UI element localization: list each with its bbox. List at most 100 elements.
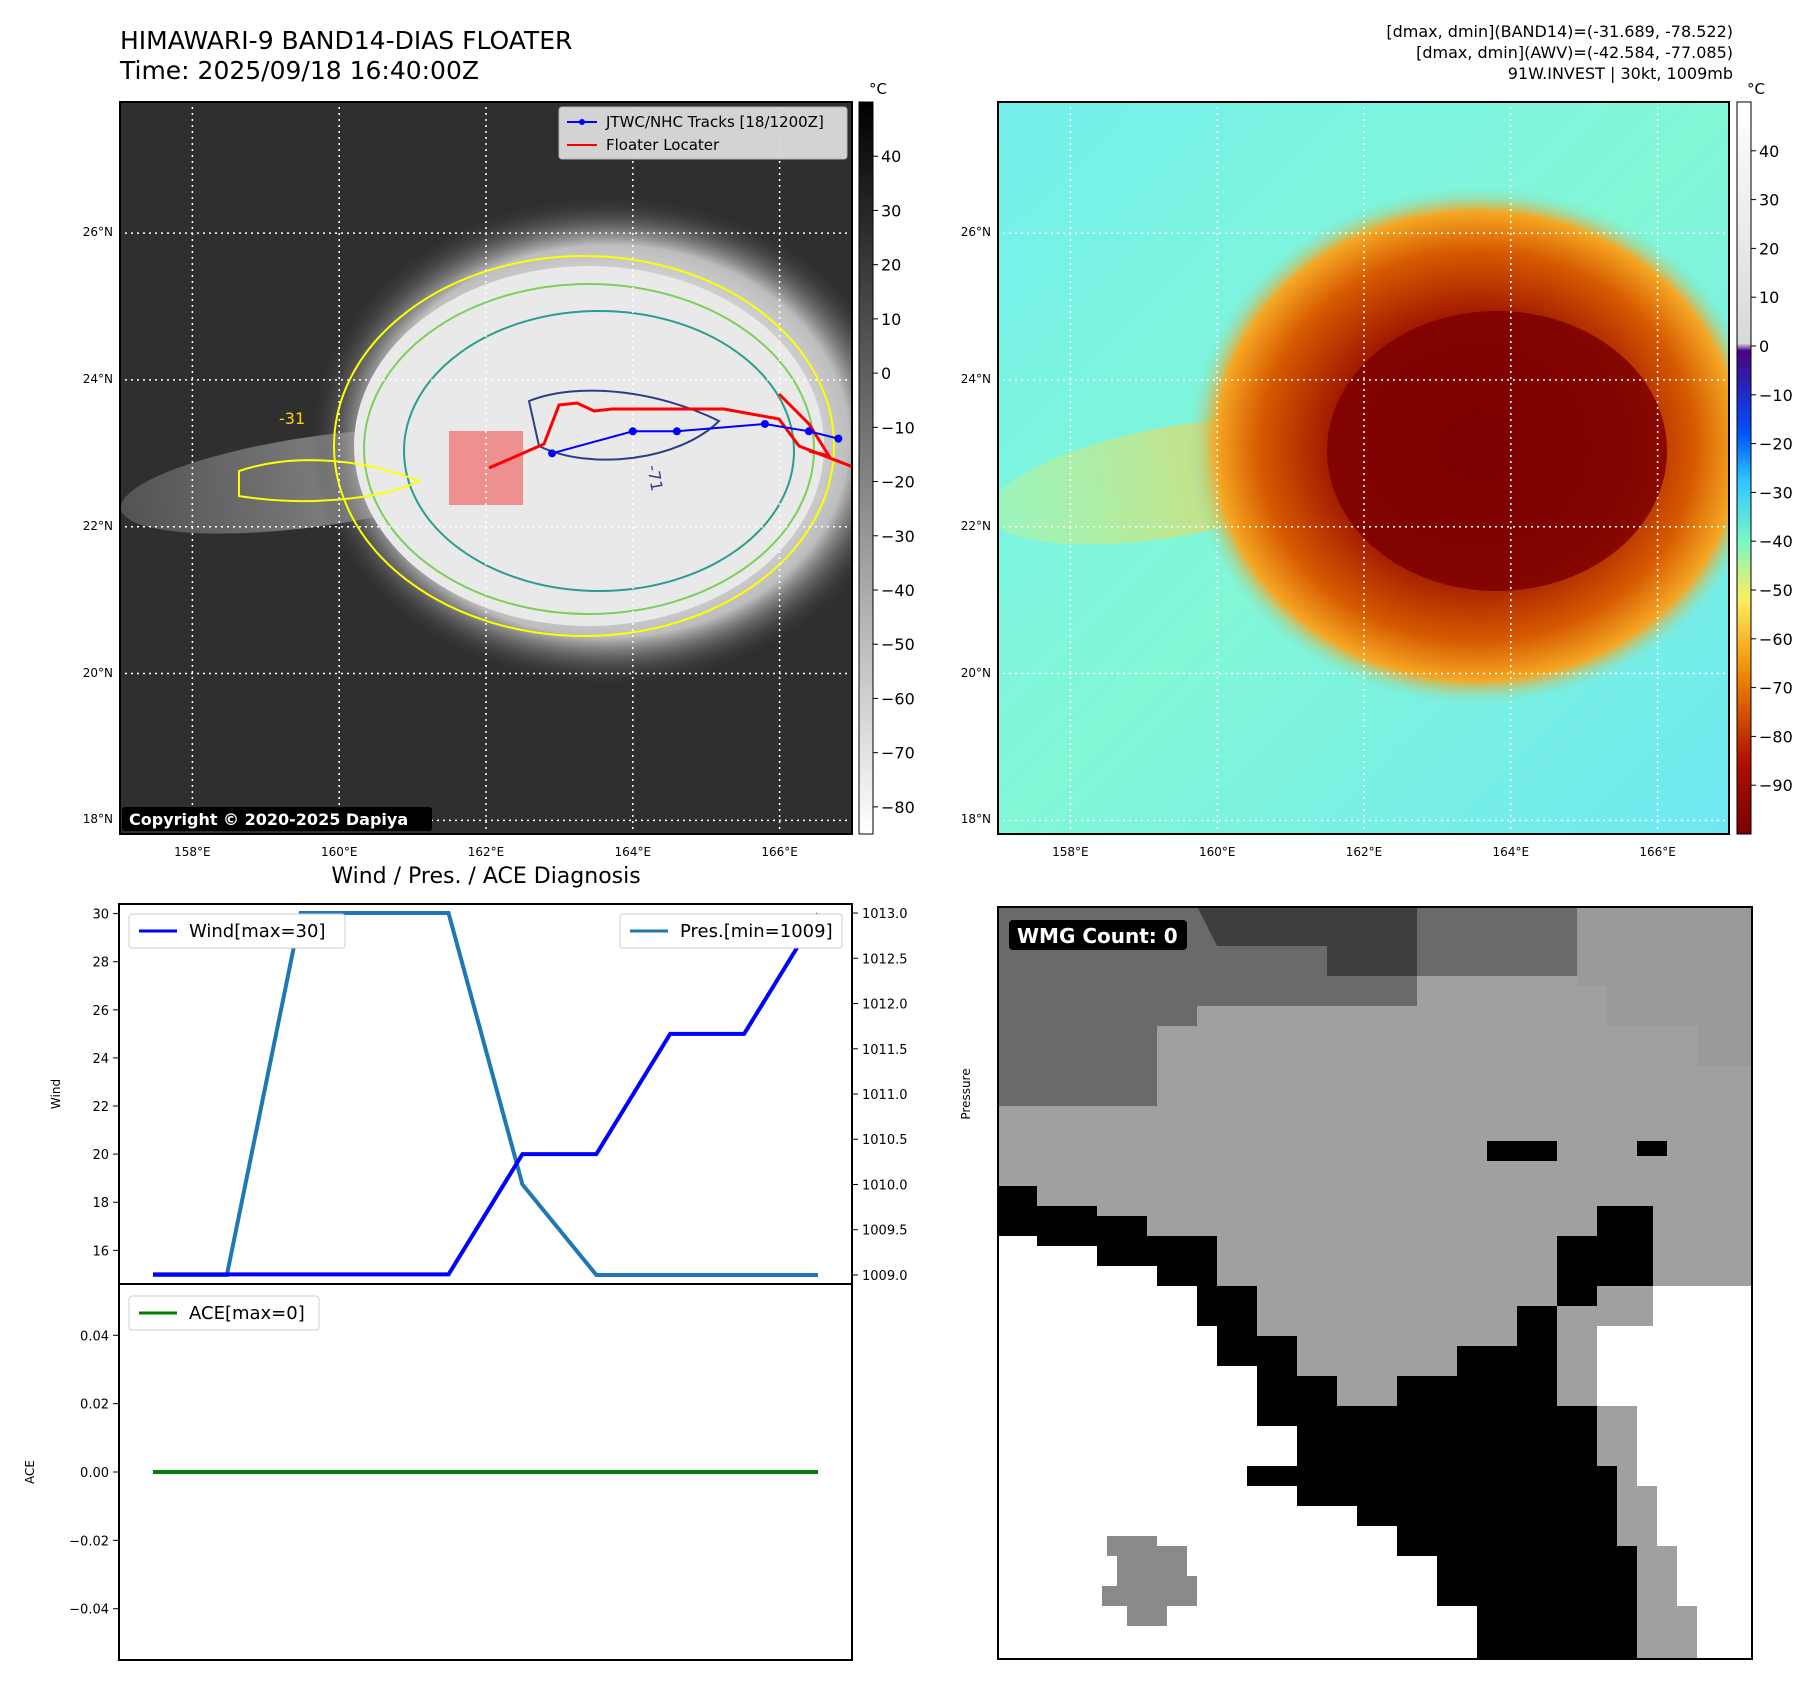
awv-colorbar-tick-label: −70 [1759,679,1793,698]
ace-tick-label: 0.02 [80,1398,109,1413]
wmg-dark-gray-region [997,906,1577,1106]
awv-colorbar-tick-label: 30 [1759,191,1779,210]
awv-colorbar-tick-label: 0 [1759,337,1769,356]
pressure-legend [619,913,843,949]
wind-tick-label: 22 [92,1100,109,1115]
awv-colorbar-tick-label: −80 [1759,727,1793,746]
ir-gridlines [119,101,853,835]
track-point [760,419,769,428]
wmg-panel: WMG Count: 0 [997,906,1753,1660]
ir-colorbar-tick-label: 10 [881,310,901,329]
legend-floater-label: Floater Locater [606,136,720,154]
pressure-tick-label: 1011.0 [862,1088,908,1103]
ir-lat-label: 18°N [82,812,113,827]
pressure-tick-label: 1009.0 [862,1269,908,1284]
wmg-count-label: WMG Count: 0 [1017,924,1178,948]
ir-colorbar-tick-label: 0 [881,364,891,383]
wmg-count-badge [1009,920,1187,950]
wind-pressure-axes [118,903,853,1285]
track-point [548,449,557,458]
pressure-legend-label: Pres.[min=1009] [680,921,833,942]
awv-colorbar-tick-label: −40 [1759,532,1793,551]
awv-colorbar-tick-label: −30 [1759,483,1793,502]
ir-satellite-map: -31 -71 JTWC/NHC Tracks [18/1200Z] Float… [119,101,853,835]
ir-lon-label: 158°E [174,845,211,859]
wmg-black-region [997,1186,1653,1660]
awv-lon-label: 160°E [1198,845,1236,859]
ace-tick-label: −0.04 [69,1603,109,1618]
legend-track-marker [579,119,585,125]
diagnosis-chart: 30 28 26 24 22 20 18 16 1013.0 1012.5 1012.0 1011.5… [23,903,973,1661]
ir-colorbar-tick-label: −40 [881,581,915,600]
meta-band14: [dmax, dmin](BAND14)=(-31.689, -78.522) [1386,22,1733,41]
ir-colorbar-tick-label: −60 [881,689,915,708]
wind-legend-label: Wind[max=30] [189,921,326,942]
ace-axis-label: ACE [23,1460,37,1484]
ir-lon-label: 160°E [320,845,358,859]
wind-tick-label: 30 [92,908,109,923]
ir-lat-label: 24°N [82,371,113,386]
figure-time: Time: 2025/09/18 16:40:00Z [120,56,479,85]
wmg-black-specks [1487,1141,1667,1161]
ir-lat-label: 22°N [82,518,113,533]
copyright-badge [122,807,432,831]
awv-lon-label: 162°E [1345,845,1383,859]
ir-colorbar-tick-label: −30 [881,527,915,546]
contour-middle [363,283,815,615]
wind-line [153,912,820,1277]
contour-inner [403,310,795,592]
ir-lat-label: 26°N [82,225,113,240]
wind-tick-label: 18 [92,1196,109,1211]
awv-lat-label: 20°N [960,665,991,680]
track-point [834,434,843,443]
ace-tick-label: 0.00 [80,1466,109,1481]
awv-lat-label: 22°N [960,518,991,533]
awv-colorbar-tick-label: −20 [1759,435,1793,454]
contour-band [238,459,422,502]
wmg-gray-patch [1102,1536,1197,1626]
pressure-tick-label: 1013.0 [862,907,908,922]
awv-darkest-core [1327,311,1667,591]
meta-storm: 91W.INVEST | 30kt, 1009mb [1507,64,1733,83]
legend-track-label: JTWC/NHC Tracks [18/1200Z] [605,113,824,131]
awv-map [997,101,1730,835]
wind-axis-label: Wind [49,1079,63,1109]
ir-colorbar-tick-label: −20 [881,473,915,492]
ir-colorbar-tick-label: −50 [881,635,915,654]
awv-lon-label: 166°E [1639,845,1676,859]
pressure-tick-label: 1012.0 [862,998,908,1013]
ir-lat-label: 20°N [82,665,113,680]
ir-colorbar: °C 40 30 20 10 0 −10 −20 −30 −40 −50 −60 −70 −80 [858,80,915,835]
awv-lat-label: 24°N [960,371,991,386]
ir-lon-label: 162°E [467,845,505,859]
floater-locater-line [488,401,853,470]
awv-colorbar-tick-label: 40 [1759,142,1779,161]
awv-lon-label: 164°E [1492,845,1530,859]
ir-cloud-core [354,266,824,626]
ace-tick-label: 0.04 [80,1329,109,1344]
awv-lat-label: 18°N [960,812,991,827]
awv-colorbar-tick-label: 20 [1759,239,1779,258]
awv-colorbar-tick-label: −90 [1759,776,1793,795]
awv-gridlines [997,101,1730,835]
meta-awv: [dmax, dmin](AWV)=(-42.584, -77.085) [1416,43,1733,62]
wind-tick-label: 24 [92,1052,109,1067]
contour-label-31: -31 [279,409,305,428]
awv-lat-label: 26°N [960,225,991,240]
ir-colorbar-tick-label: 30 [881,201,901,220]
wind-legend [128,913,346,949]
awv-colorbar-tick-label: −50 [1759,581,1793,600]
track-line [551,422,839,455]
awv-colorbar-bar [1736,101,1752,835]
ir-legend: JTWC/NHC Tracks [18/1200Z] Floater Locat… [558,106,848,160]
wind-tick-label: 20 [92,1148,109,1163]
wind-tick-label: 28 [92,956,109,971]
contour-label-71: -71 [643,464,666,493]
pressure-line [153,911,818,1277]
ace-legend [128,1295,320,1331]
pressure-axis-label: Pressure [959,1068,973,1119]
ir-lon-label: 164°E [614,845,652,859]
ir-lon-label: 166°E [761,845,798,859]
floater-locater-hook [777,392,833,459]
track-point [628,427,637,436]
